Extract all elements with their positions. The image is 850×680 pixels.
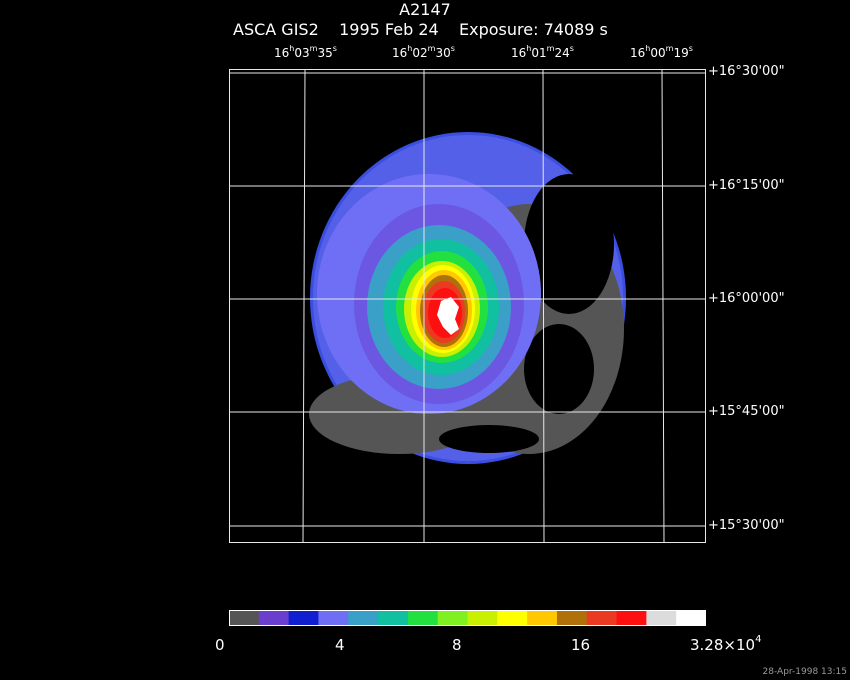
- dec-tick-label: +15°30'00": [708, 518, 785, 533]
- colorbar-label: 4: [335, 636, 345, 654]
- colorbar-label: 16: [571, 636, 591, 654]
- ra-tick-label: 16h00m19s: [630, 44, 693, 60]
- dec-tick-label: +16°00'00": [708, 291, 785, 306]
- dec-tick-label: +16°30'00": [708, 64, 785, 79]
- colorbar-swatch: [348, 610, 379, 626]
- colorbar-max-label: 3.28×104: [690, 634, 762, 654]
- xray-image-frame: [229, 69, 706, 543]
- ra-tick-label: 16h02m30s: [392, 44, 455, 60]
- color-scale-bar: [229, 610, 706, 626]
- timestamp: 28-Apr-1998 13:15: [762, 667, 847, 677]
- colorbar-swatch: [676, 610, 706, 626]
- colorbar-swatch: [586, 610, 618, 626]
- detector-field: [309, 132, 626, 464]
- colorbar-swatch: [467, 610, 498, 626]
- colorbar-swatch: [318, 610, 349, 626]
- colorbar-swatch: [497, 610, 528, 626]
- colorbar-swatch: [229, 610, 260, 626]
- image-subtitle: ASCA GIS2 1995 Feb 24 Exposure: 74089 s: [233, 20, 608, 39]
- image-title: A2147: [399, 0, 451, 19]
- colorbar-label: 0: [215, 636, 225, 654]
- dec-tick-label: +16°15'00": [708, 178, 785, 193]
- dec-tick-label: +15°45'00": [708, 404, 785, 419]
- colorbar-swatch: [616, 610, 647, 626]
- colorbar-swatch: [407, 610, 439, 626]
- colorbar-swatch: [258, 610, 290, 626]
- colorbar-swatch: [378, 610, 409, 626]
- colorbar-swatch: [288, 610, 319, 626]
- colorbar-swatch: [437, 610, 468, 626]
- ra-tick-label: 16h03m35s: [274, 44, 337, 60]
- colorbar-swatch: [646, 610, 677, 626]
- ra-tick-label: 16h01m24s: [511, 44, 574, 60]
- colorbar-label: 8: [452, 636, 462, 654]
- colorbar-swatch: [556, 610, 588, 626]
- coordinate-grid: [229, 69, 706, 543]
- colorbar-swatch: [527, 610, 558, 626]
